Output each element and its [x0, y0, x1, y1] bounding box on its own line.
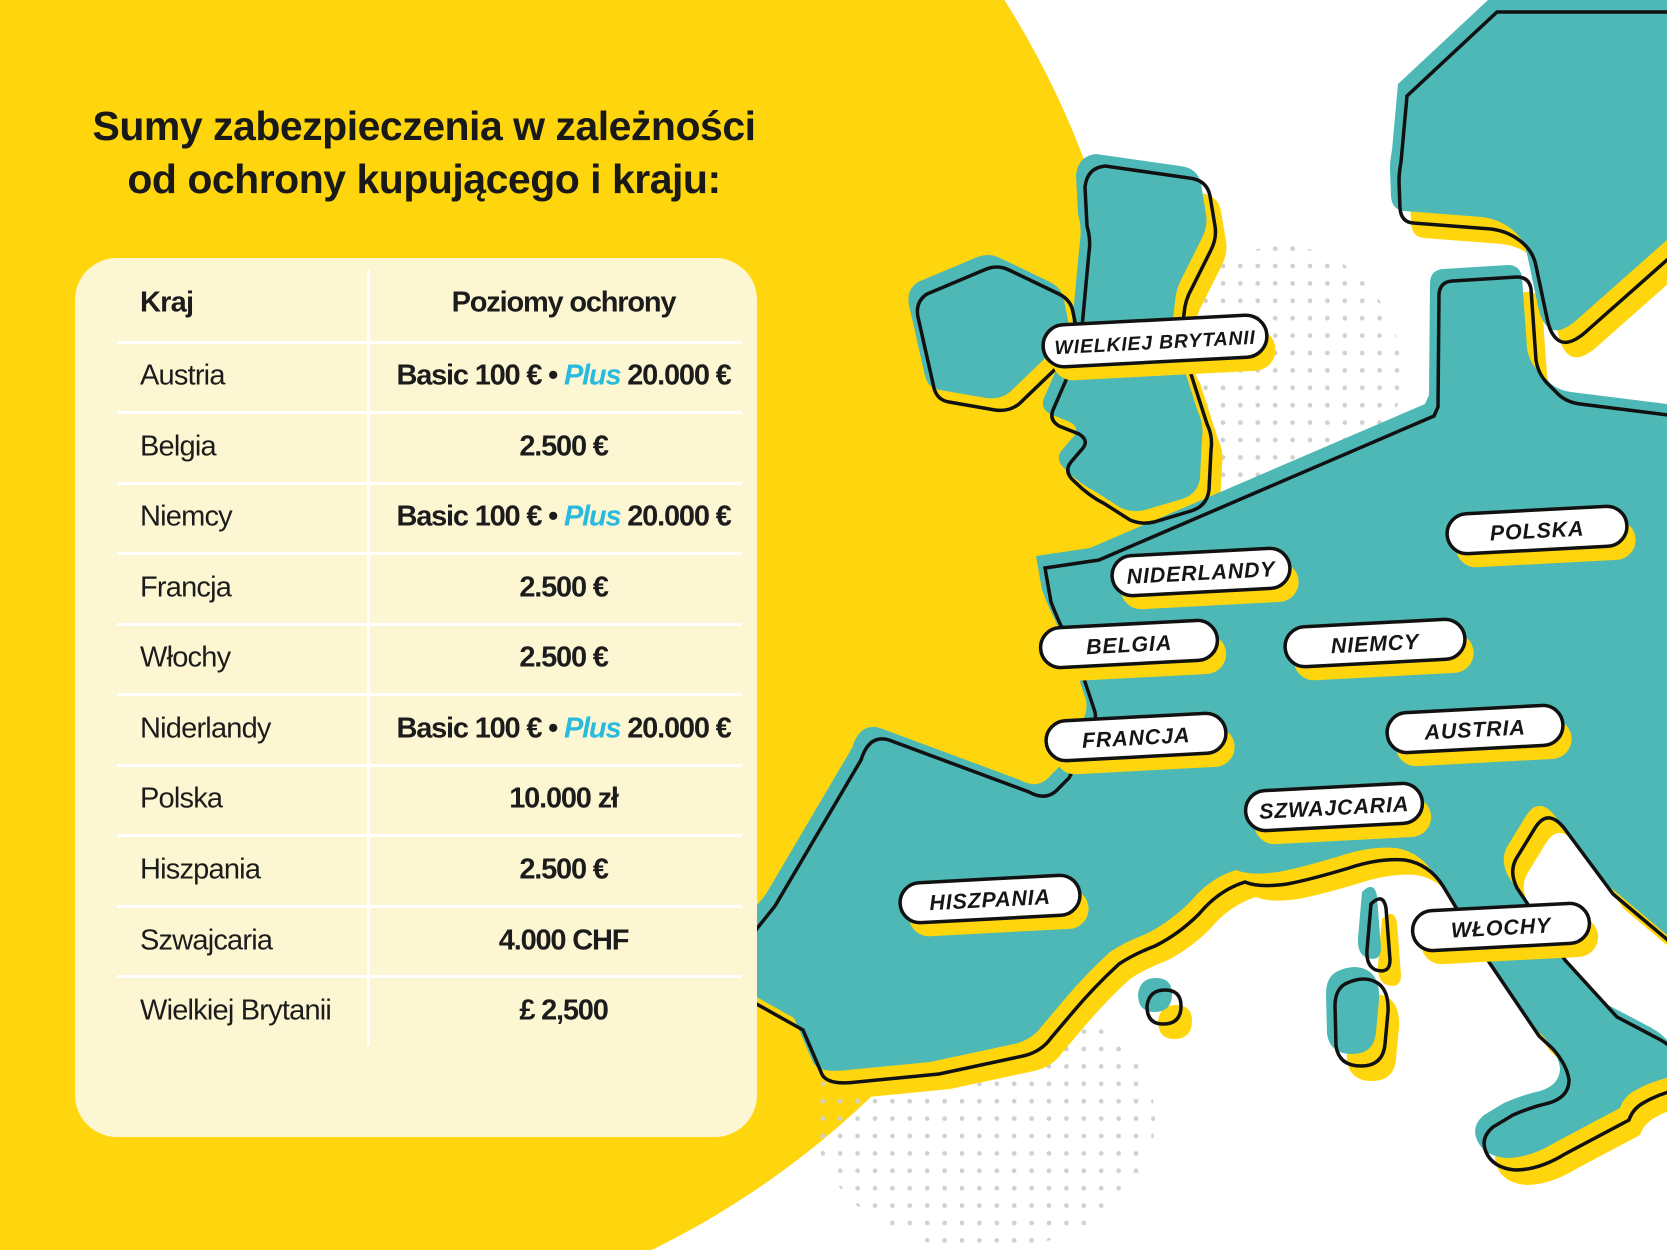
- svg-text:NIEMCY: NIEMCY: [1330, 630, 1420, 659]
- svg-text:WŁOCHY: WŁOCHY: [1450, 913, 1552, 942]
- svg-text:POLSKA: POLSKA: [1489, 517, 1585, 546]
- svg-text:FRANCJA: FRANCJA: [1081, 723, 1190, 753]
- svg-text:BELGIA: BELGIA: [1085, 631, 1172, 659]
- svg-text:AUSTRIA: AUSTRIA: [1423, 715, 1526, 744]
